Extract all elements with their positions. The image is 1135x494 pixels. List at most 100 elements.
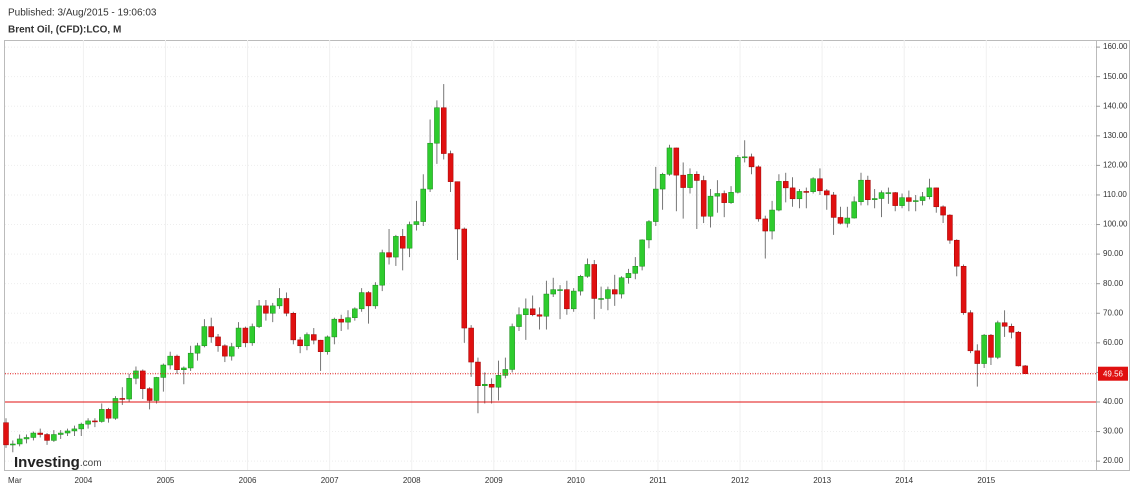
candle-body <box>728 192 734 203</box>
logo: Investing.com <box>14 454 102 471</box>
candle-body <box>146 388 153 401</box>
candle-body <box>119 398 126 400</box>
candle-body <box>228 346 235 357</box>
candle-body <box>783 181 789 189</box>
candle-body <box>263 305 269 314</box>
candle-body <box>550 289 556 295</box>
candle-body <box>694 174 700 181</box>
candle-body <box>276 298 283 307</box>
candle-body <box>99 409 105 422</box>
published: Published: 3/Aug/2015 - 19:06:03 <box>8 8 157 19</box>
candle-body <box>174 355 180 370</box>
y-tick-label: 90.00 <box>1103 249 1124 258</box>
candle-body <box>824 190 830 196</box>
candle-body <box>878 192 885 199</box>
candle-body <box>249 326 255 344</box>
x-tick-label: 2007 <box>321 476 339 485</box>
candle-body <box>372 284 379 307</box>
candle-body <box>680 174 686 188</box>
y-tick-label: 60.00 <box>1103 338 1124 347</box>
candle-body <box>208 326 214 338</box>
candle-body <box>311 334 317 341</box>
x-tick-label: 2012 <box>731 476 749 485</box>
candle-body <box>30 432 37 438</box>
candle-body <box>687 174 693 188</box>
candle-body <box>140 370 146 389</box>
candle-body <box>919 196 926 201</box>
candle-body <box>338 318 344 323</box>
candle-body <box>557 289 563 291</box>
candle-body <box>71 428 78 432</box>
candle-body <box>495 375 502 388</box>
candle-body <box>837 217 844 224</box>
candle-body <box>85 420 91 425</box>
candle-body <box>51 434 57 441</box>
candle-body <box>92 420 98 423</box>
x-tick-label: 2015 <box>977 476 995 485</box>
candle-body <box>3 422 9 446</box>
candle-body <box>892 192 898 206</box>
candle-body <box>297 339 303 347</box>
x-tick-label: 2008 <box>403 476 421 485</box>
candle-body <box>639 239 645 267</box>
candle-body <box>735 157 741 193</box>
candle-body <box>954 239 960 267</box>
candle-body <box>523 308 529 315</box>
last-price-box <box>1098 366 1128 381</box>
y-tick-label: 70.00 <box>1103 308 1124 317</box>
candle-body <box>468 327 474 363</box>
candle-body <box>776 181 782 211</box>
candle-body <box>646 221 652 241</box>
candle-body <box>222 345 228 357</box>
candle-body <box>981 334 987 364</box>
candle-body <box>434 107 440 144</box>
candle-body <box>502 369 509 376</box>
candle-body <box>413 221 420 225</box>
candle-body <box>153 377 160 401</box>
candle-body <box>748 156 755 168</box>
candle-body <box>133 370 139 379</box>
candle-body <box>358 292 365 310</box>
candle-body <box>283 298 290 314</box>
x-tick-label: 2004 <box>75 476 93 485</box>
candle-body <box>235 327 242 347</box>
candle-body <box>871 198 878 200</box>
candle-body <box>529 308 536 315</box>
candle-body <box>851 201 857 219</box>
candle-body <box>591 264 597 299</box>
candle-body <box>461 228 468 329</box>
candle-body <box>324 336 331 352</box>
candle-body <box>817 178 823 192</box>
candle-body <box>441 107 447 154</box>
candle-body <box>509 326 515 370</box>
candle-body <box>844 217 851 224</box>
candle-body <box>290 313 297 341</box>
candle-body <box>78 423 84 430</box>
candle-body <box>187 352 194 369</box>
candle-body <box>167 355 173 366</box>
candle-body <box>37 432 43 435</box>
x-tick-label: 2010 <box>567 476 585 485</box>
y-tick-label: 140.00 <box>1103 101 1128 110</box>
y-tick-label: 130.00 <box>1103 131 1128 140</box>
y-tick-label: 100.00 <box>1103 220 1128 229</box>
y-tick-label: 150.00 <box>1103 72 1128 81</box>
candle-body <box>256 305 262 327</box>
candle-body <box>940 206 946 216</box>
x-tick-label: 2014 <box>895 476 913 485</box>
candle-body <box>379 252 385 286</box>
x-tick-label: 2011 <box>649 476 667 485</box>
candle-body <box>564 289 570 310</box>
candle-body <box>112 398 119 419</box>
candle-body <box>632 265 639 274</box>
candle-body <box>536 314 543 317</box>
x-tick-label: 2006 <box>239 476 257 485</box>
candle-body <box>570 290 577 310</box>
plot-frame <box>4 40 1130 471</box>
logo-suffix: .com <box>80 458 102 469</box>
candle-body <box>242 327 249 344</box>
candle-body <box>543 293 550 317</box>
candle-body <box>707 195 714 217</box>
